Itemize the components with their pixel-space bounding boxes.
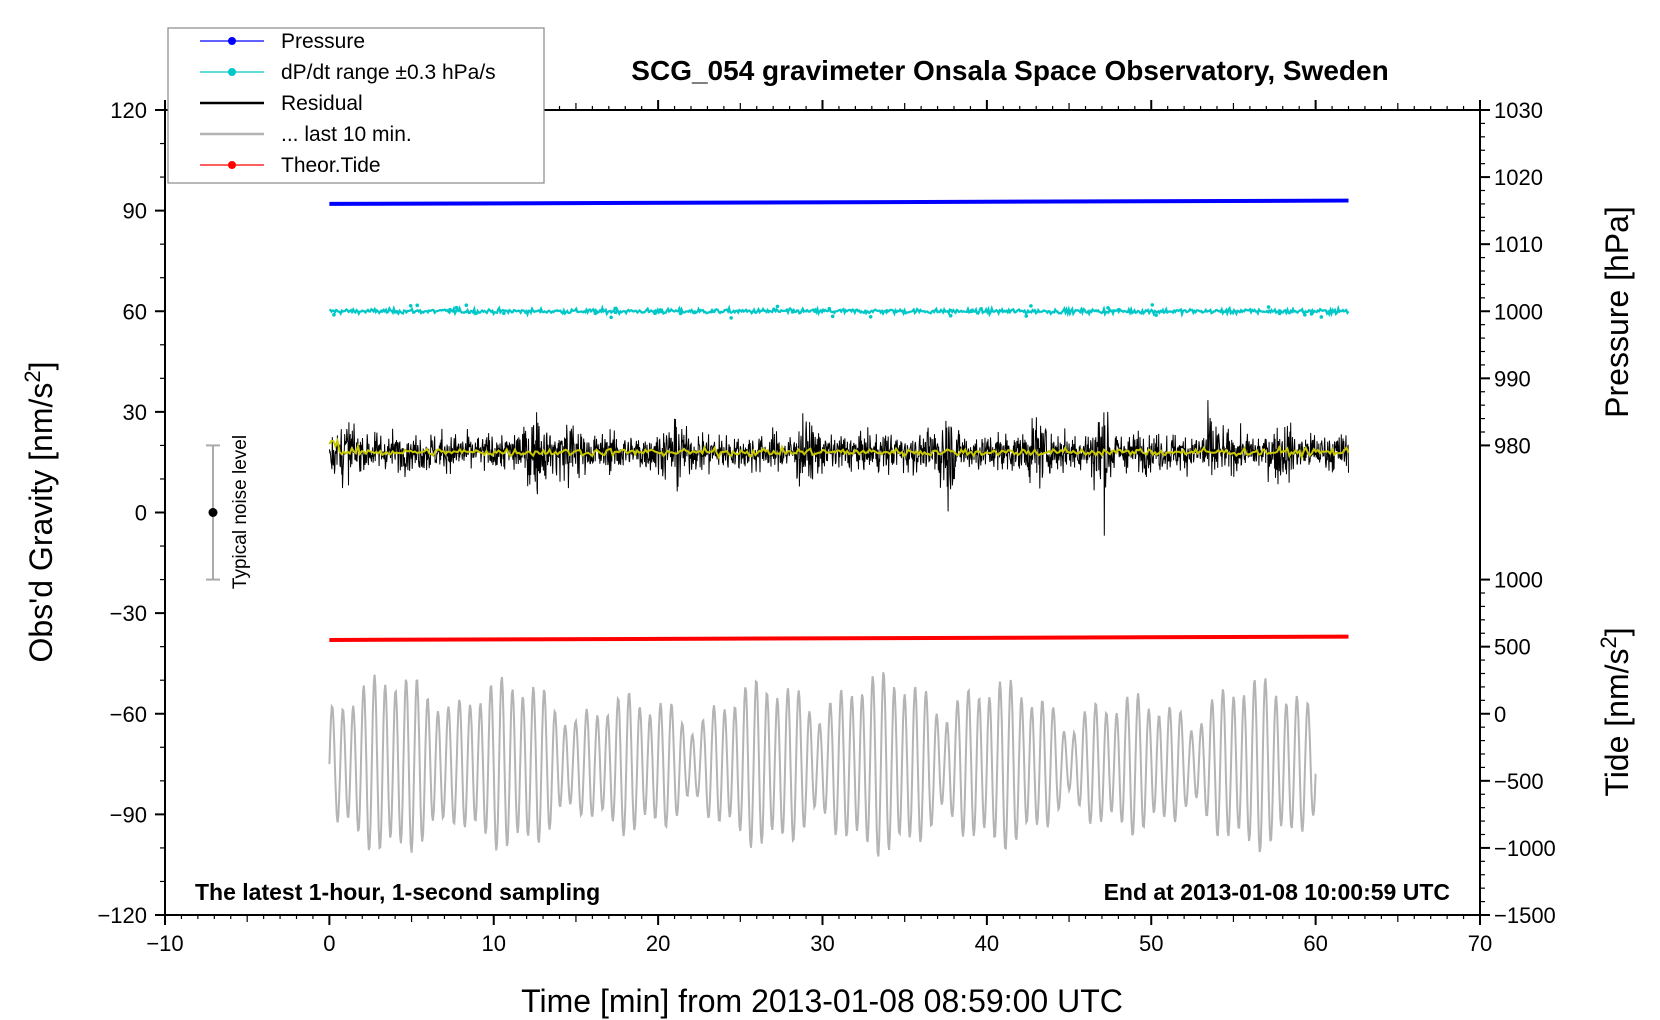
x-tick-label: 0 [323, 931, 335, 956]
legend-label: Pressure [281, 30, 365, 53]
dpdt-point [1154, 313, 1158, 317]
dpdt-point [609, 315, 613, 320]
pressure-tick-label: 990 [1494, 366, 1531, 391]
dpdt-point [710, 309, 714, 314]
noise-label: Typical noise level [230, 435, 251, 589]
dpdt-point [678, 311, 683, 316]
dpdt-point [454, 305, 459, 310]
legend-box [167, 27, 545, 184]
y-tick-label: −120 [97, 903, 147, 928]
pressure-tick-label: 1010 [1494, 232, 1543, 257]
x-tick-label: 50 [1139, 931, 1163, 956]
dpdt-point [772, 307, 776, 312]
pressure-tick-label: 1020 [1494, 165, 1543, 190]
dpdt-point [379, 309, 384, 313]
series-residual-smoothed [328, 437, 1350, 461]
y-tick-label: −60 [110, 702, 147, 727]
legend-marker [228, 161, 236, 169]
legend-label: ... last 10 min. [281, 123, 412, 146]
dpdt-point [775, 304, 780, 309]
tide-tick-label: 0 [1494, 702, 1506, 727]
dpdt-point [1319, 315, 1324, 319]
dpdt-point [613, 306, 617, 311]
x-tick-label: 10 [482, 931, 506, 956]
dpdt-point [408, 304, 413, 308]
dpdt-point [692, 310, 697, 315]
dpdt-point [1277, 311, 1282, 316]
dpdt-point [502, 311, 506, 316]
series-last-10-min [328, 672, 1317, 857]
legend-marker [228, 37, 236, 45]
dpdt-point [653, 311, 657, 316]
dpdt-point [790, 310, 795, 314]
chart-title: SCG_054 gravimeter Onsala Space Observat… [631, 55, 1388, 86]
legend-label: Theor.Tide [281, 154, 381, 177]
x-axis-label: Time [min] from 2013-01-08 08:59:00 UTC [521, 983, 1123, 1019]
noise-level-indicator: Typical noise level [206, 435, 251, 589]
y-axis-label: Obs'd Gravity [nm/s2] [20, 361, 59, 662]
note-end-time: End at 2013-01-08 10:00:59 UTC [1104, 879, 1450, 905]
dpdt-point [464, 303, 469, 307]
legend-label: Residual [281, 92, 363, 115]
y-tick-label: 60 [123, 299, 147, 324]
x-tick-label: 40 [975, 931, 999, 956]
tide-axis-label: Tide [nm/s2] [1596, 627, 1635, 796]
series-pressure [329, 198, 1349, 206]
note-sampling: The latest 1-hour, 1-second sampling [195, 879, 600, 905]
x-tick-label: −10 [146, 931, 183, 956]
tide-tick-label: −1000 [1494, 836, 1556, 861]
x-tick-label: 30 [810, 931, 834, 956]
dpdt-point [1266, 305, 1271, 309]
tide-tick-label: −1500 [1494, 903, 1556, 928]
tide-tick-label: 1000 [1494, 568, 1543, 593]
series-dpdt [329, 304, 1350, 318]
dpdt-point [1150, 303, 1155, 307]
dpdt-point [948, 313, 953, 318]
dpdt-point [1106, 306, 1110, 310]
series-layer [328, 198, 1350, 857]
legend: Pressure dP/dt range ±0.3 hPa/s Residual..… [167, 27, 545, 184]
noise-center-dot [208, 508, 218, 517]
x-tick-label: 70 [1468, 931, 1492, 956]
x-tick-label: 20 [646, 931, 670, 956]
x-tick-label: 60 [1303, 931, 1327, 956]
dpdt-point [415, 303, 420, 308]
dpdt-point [1029, 304, 1033, 308]
dpdt-point [1303, 313, 1307, 317]
dpdt-point [332, 313, 336, 317]
dpdt-point [830, 314, 835, 319]
y-tick-label: 0 [135, 501, 147, 526]
series-residual [328, 400, 1349, 536]
dpdt-point [827, 306, 832, 311]
dpdt-point [812, 309, 817, 313]
axis-layer: −10 0 10 20 30 40 50 60 70−120−90−60−30030609012… [97, 98, 1555, 956]
y-tick-label: 90 [123, 199, 147, 224]
dpdt-point [969, 309, 974, 314]
dpdt-point [448, 307, 452, 312]
legend-marker [228, 68, 236, 76]
dpdt-point [1327, 310, 1331, 314]
dpdt-point [1309, 312, 1314, 316]
y-tick-label: 120 [110, 98, 147, 123]
dpdt-point [885, 309, 889, 313]
series-theor-tide [329, 634, 1349, 642]
dpdt-point [658, 308, 663, 312]
dpdt-point [593, 311, 598, 316]
pressure-tick-label: 980 [1494, 433, 1531, 458]
dpdt-point [394, 310, 399, 314]
y-tick-label: −90 [110, 802, 147, 827]
dpdt-point [868, 314, 873, 319]
pressure-tick-label: 1030 [1494, 98, 1543, 123]
dpdt-point [1117, 307, 1121, 312]
dpdt-point [1024, 314, 1029, 318]
y-tick-label: −30 [110, 601, 147, 626]
pressure-tick-label: 1000 [1494, 299, 1543, 324]
y-tick-label: 30 [123, 400, 147, 425]
legend-label: dP/dt range ±0.3 hPa/s [281, 61, 496, 84]
tide-tick-label: −500 [1494, 769, 1544, 794]
dpdt-point [729, 316, 733, 320]
tide-tick-label: 500 [1494, 635, 1531, 660]
pressure-axis-label: Pressure [hPa] [1599, 206, 1635, 418]
